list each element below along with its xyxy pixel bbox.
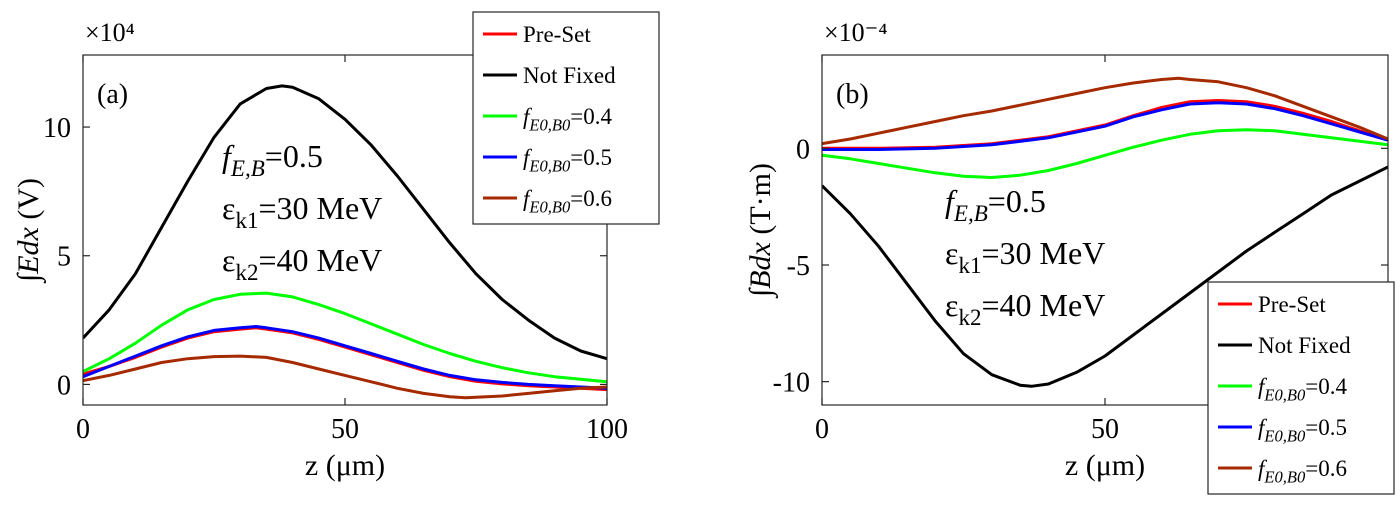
x-axis-label: z (μm) (305, 449, 385, 482)
series-line-f-e0-b0-0-6 (822, 76, 1388, 146)
series-line-not-fixed (83, 84, 607, 361)
x-axis-label: z (μm) (1065, 449, 1145, 482)
legend-box (1207, 281, 1395, 495)
y-axis-label: ∫Bdx (T·m) (744, 163, 779, 299)
y-tick-label: 0 (57, 370, 71, 401)
series-line-pre-set (83, 326, 607, 392)
legend-entry: Pre-Set (523, 22, 591, 47)
annotation-text: εk1=30 MeV (945, 235, 1105, 278)
chart-panel-b: 0 50 -10 -5 0 ×10⁻⁴ z (μm) ∫Bdx (T·m) (b) fE,B=0.… (744, 18, 1395, 495)
y-axis-label: ∫Edx (V) (12, 178, 47, 284)
y-exponent-label: ×10⁻⁴ (824, 18, 887, 47)
panel-label: (a) (97, 79, 128, 110)
legend-entry: Not Fixed (1258, 333, 1351, 358)
legend: Pre-Set Not Fixed fE0,B0=0.4 fE0,B0=0.5 fE0,… (1207, 281, 1395, 495)
series-line-f-e0-b0-0-4 (83, 291, 607, 384)
y-exponent-label: ×10⁴ (85, 18, 135, 47)
y-tick-label: -10 (773, 368, 810, 399)
legend-entry: fE0,B0=0.6 (1258, 456, 1347, 486)
annotation-text: fE,B=0.5 (945, 183, 1046, 226)
annotation-text: εk1=30 MeV (222, 190, 382, 233)
series-line-f-e0-b0-0-4 (822, 128, 1388, 179)
y-tick-label: -5 (787, 251, 810, 282)
y-tick-label: 10 (43, 113, 71, 144)
legend-entry: Pre-Set (1258, 292, 1326, 317)
legend-entry: fE0,B0=0.4 (523, 104, 613, 134)
y-tick-label: 5 (57, 242, 71, 273)
legend-entry: fE0,B0=0.5 (1258, 415, 1347, 445)
x-tick-label: 0 (815, 414, 829, 445)
legend-entry: fE0,B0=0.5 (523, 145, 612, 175)
series-line-not-fixed (822, 165, 1388, 388)
y-tick-label: 0 (796, 134, 810, 165)
panel-label: (b) (836, 79, 869, 110)
chart-panel-a: 0 50 100 0 5 10 ×10⁴ z (μm) ∫Edx (V) (a) fE,B=0.5 ε… (12, 11, 660, 482)
x-tick-label: 50 (1091, 414, 1119, 445)
legend-entry: fE0,B0=0.6 (523, 186, 612, 216)
annotation-text: εk2=40 MeV (222, 242, 382, 285)
legend-box (472, 11, 660, 225)
legend-entry: fE0,B0=0.4 (1258, 374, 1348, 404)
series-line-f-e0-b0-0-5 (83, 325, 607, 390)
x-tick-label: 50 (331, 414, 359, 445)
x-tick-label: 0 (76, 414, 90, 445)
annotation-text: εk2=40 MeV (945, 287, 1105, 330)
series-line-f-e0-b0-0-6 (83, 354, 607, 400)
x-tick-label: 100 (586, 414, 628, 445)
legend-entry: Not Fixed (523, 63, 616, 88)
legend: Pre-Set Not Fixed fE0,B0=0.4 fE0,B0=0.5 fE0,… (472, 11, 660, 225)
series-line-f-e0-b0-0-5 (822, 101, 1388, 151)
annotation-text: fE,B=0.5 (222, 138, 323, 181)
